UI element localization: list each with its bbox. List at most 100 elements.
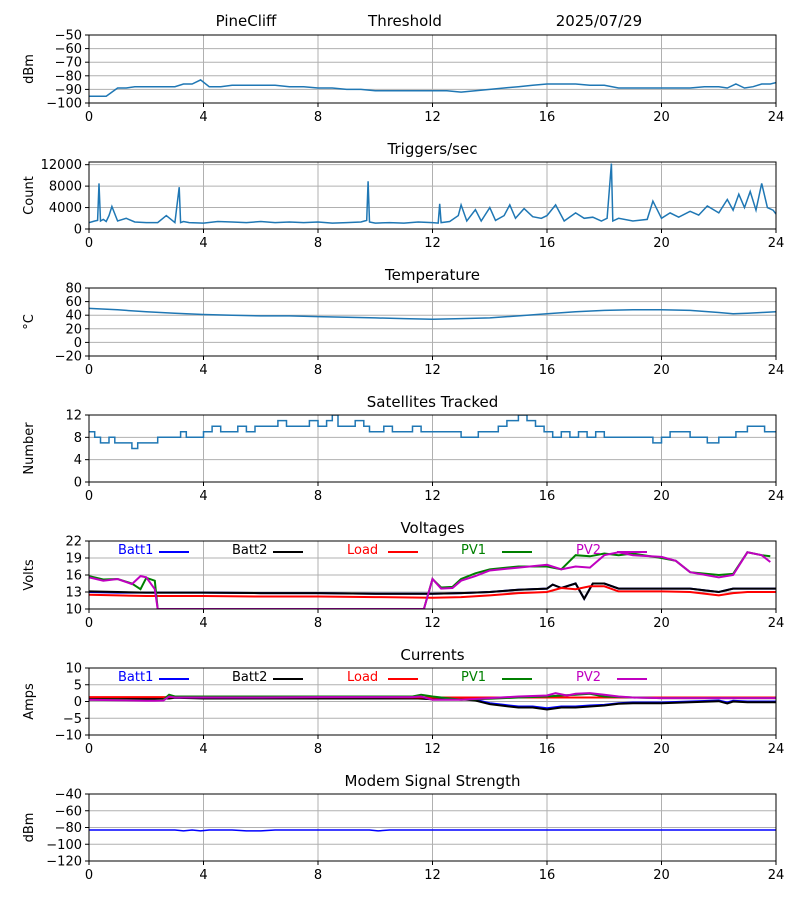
y-tick-label: 8 [74, 431, 82, 446]
legend-item-batt1: Batt1 [118, 543, 189, 558]
legend-label: PV2 [576, 670, 601, 685]
x-tick-label: 24 [768, 742, 785, 757]
x-tick-label: 20 [653, 236, 670, 251]
legend-label: PV2 [576, 543, 601, 558]
x-tick-label: 16 [539, 363, 556, 378]
y-tick-label: −60 [55, 804, 82, 819]
x-tick-label: 0 [85, 616, 93, 631]
x-tick-label: 0 [85, 363, 93, 378]
x-tick-label: 4 [199, 868, 207, 883]
panel-title: Currents [400, 646, 464, 664]
x-tick-label: 16 [539, 868, 556, 883]
series-line-pv2 [89, 551, 771, 609]
panel-voltages: 0 4 8 12 16 20 24 10 13 16 19 22 Voltages Volts Batt1 B… [22, 519, 784, 631]
x-tick-label: 12 [424, 236, 441, 251]
panel-title: Satellites Tracked [367, 393, 498, 411]
y-tick-label: −20 [55, 350, 82, 365]
legend-label: Batt1 [118, 543, 153, 558]
x-tick-label: 24 [768, 616, 785, 631]
x-tick-label: 4 [199, 110, 207, 125]
x-tick-label: 4 [199, 489, 207, 504]
x-tick-label: 24 [768, 489, 785, 504]
x-tick-label: 16 [539, 616, 556, 631]
legend-item-batt1: Batt1 [118, 670, 189, 685]
y-tick-label: −120 [46, 855, 82, 870]
y-tick-label: 12 [65, 409, 82, 424]
y-tick-label: 19 [65, 552, 82, 567]
x-tick-label: 24 [768, 363, 785, 378]
x-tick-label: 4 [199, 616, 207, 631]
y-axis-label: Volts [22, 559, 37, 591]
series-line-0 [89, 163, 776, 225]
y-tick-label: 12000 [41, 158, 82, 173]
x-tick-label: 16 [539, 236, 556, 251]
x-tick-label: 0 [85, 742, 93, 757]
legend-item-batt2: Batt2 [232, 543, 303, 558]
y-tick-label: −80 [55, 69, 82, 84]
y-tick-label: 60 [65, 295, 82, 310]
y-tick-label: 10 [65, 603, 82, 618]
date-label: 2025/07/29 [556, 12, 642, 30]
y-axis-label: dBm [22, 54, 37, 84]
y-tick-label: −70 [55, 56, 82, 71]
x-tick-label: 12 [424, 110, 441, 125]
legend-item-load: Load [347, 670, 418, 685]
x-tick-label: 16 [539, 742, 556, 757]
x-tick-label: 20 [653, 489, 670, 504]
series-line-load [89, 585, 776, 599]
legend-item-pv1: PV1 [461, 670, 532, 685]
x-tick-label: 20 [653, 742, 670, 757]
x-tick-label: 12 [424, 489, 441, 504]
y-tick-label: −50 [55, 29, 82, 44]
y-tick-label: 40 [65, 309, 82, 324]
y-tick-label: 22 [65, 535, 82, 550]
legend-label: PV1 [461, 670, 486, 685]
x-tick-label: 0 [85, 236, 93, 251]
station-name: PineCliff [216, 12, 277, 30]
series-line-pv1 [89, 551, 771, 609]
y-axis-label: Amps [22, 683, 37, 720]
series-line-0 [89, 307, 776, 321]
x-tick-label: 8 [314, 616, 322, 631]
y-tick-label: 0 [74, 223, 82, 238]
legend-label: PV1 [461, 543, 486, 558]
legend-item-batt2: Batt2 [232, 670, 303, 685]
legend-label: Batt2 [232, 670, 267, 685]
x-tick-label: 12 [424, 363, 441, 378]
y-tick-label: 20 [65, 322, 82, 337]
y-tick-label: −90 [55, 83, 82, 98]
x-tick-label: 16 [539, 489, 556, 504]
y-tick-label: 0 [74, 336, 82, 351]
panel-satellites: 0 4 8 12 16 20 24 0 4 8 12 Satellites Tracked Number [22, 393, 784, 504]
y-tick-label: −100 [46, 97, 82, 112]
series-line-pv2 [89, 692, 776, 702]
panel-title: Temperature [384, 266, 480, 284]
legend-item-load: Load [347, 543, 418, 558]
x-tick-label: 20 [653, 363, 670, 378]
x-tick-label: 20 [653, 110, 670, 125]
y-tick-label: 10 [65, 662, 82, 677]
x-tick-label: 8 [314, 868, 322, 883]
panel-title: Triggers/sec [387, 140, 478, 158]
y-axis-label: °C [22, 314, 37, 330]
series-line-0 [89, 415, 776, 450]
panel-title: Voltages [400, 519, 464, 537]
legend-item-pv1: PV1 [461, 543, 532, 558]
panel-signal: 0 4 8 12 16 20 24 −100−90−80−70−60−50 dBm [22, 29, 784, 126]
y-tick-label: −100 [46, 838, 82, 853]
x-tick-label: 8 [314, 489, 322, 504]
header: PineCliff Threshold 2025/07/29 [216, 12, 643, 30]
legend-label: Load [347, 543, 378, 558]
y-tick-label: 0 [74, 476, 82, 491]
panel-triggers: 0 4 8 12 16 20 24 0 4000 8000 12000 Triggers/sec Cou… [22, 140, 784, 251]
y-tick-label: 0 [74, 695, 82, 710]
x-tick-label: 0 [85, 868, 93, 883]
y-tick-label: 5 [74, 678, 82, 693]
x-tick-label: 4 [199, 236, 207, 251]
x-tick-label: 8 [314, 110, 322, 125]
series-line-0 [89, 79, 776, 97]
y-axis-label: Number [22, 422, 37, 475]
